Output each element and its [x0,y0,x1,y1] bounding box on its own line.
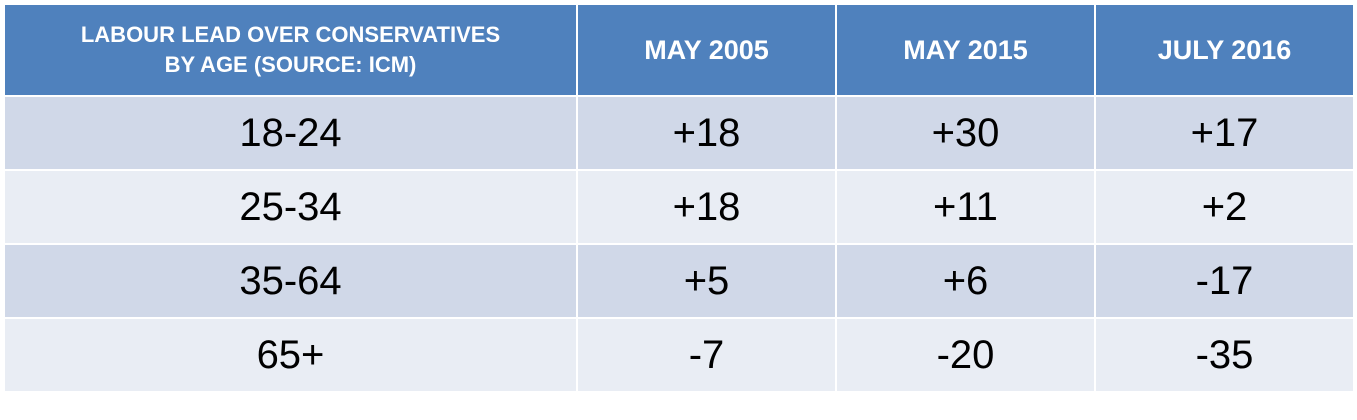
lead-value: -7 [576,317,837,393]
lead-value: -20 [835,317,1096,393]
lead-value: +30 [835,95,1096,171]
table-header: LABOUR LEAD OVER CONSERVATIVES BY AGE (SO… [3,3,1355,97]
lead-value: +18 [576,169,837,245]
header-text: MAY 2015 [903,34,1028,65]
age-group: 35-64 [3,243,578,319]
data-table: LABOUR LEAD OVER CONSERVATIVES BY AGE (SO… [3,3,1355,393]
header-cell: LABOUR LEAD OVER CONSERVATIVES BY AGE (SO… [3,3,578,97]
lead-value: +6 [835,243,1096,319]
table-row: 18-24 +18 +30 +17 [3,95,1355,171]
header-text: LABOUR LEAD OVER CONSERVATIVES [80,22,501,47]
age-group: 18-24 [3,95,578,171]
header-row: LABOUR LEAD OVER CONSERVATIVES BY AGE (SO… [3,3,1355,97]
age-group: 25-34 [3,169,578,245]
lead-value: +5 [576,243,837,319]
header-cell: MAY 2015 [835,3,1096,97]
header-text: MAY 2005 [644,34,769,65]
lead-value: -17 [1094,243,1355,319]
header-cell: MAY 2005 [576,3,837,97]
lead-value: +2 [1094,169,1355,245]
table-body: 18-24 +18 +30 +17 25-34 +18 +11 +2 35-64 +5 +6 -17 6… [3,95,1355,393]
header-text: JULY 2016 [1157,34,1292,65]
lead-value: +17 [1094,95,1355,171]
header-text: BY AGE (SOURCE: ICM) [164,52,417,77]
table-row: 35-64 +5 +6 -17 [3,243,1355,319]
lead-value: +11 [835,169,1096,245]
lead-value: -35 [1094,317,1355,393]
age-group: 65+ [3,317,578,393]
header-cell: JULY 2016 [1094,3,1355,97]
lead-value: +18 [576,95,837,171]
table-row: 65+ -7 -20 -35 [3,317,1355,393]
table-row: 25-34 +18 +11 +2 [3,169,1355,245]
